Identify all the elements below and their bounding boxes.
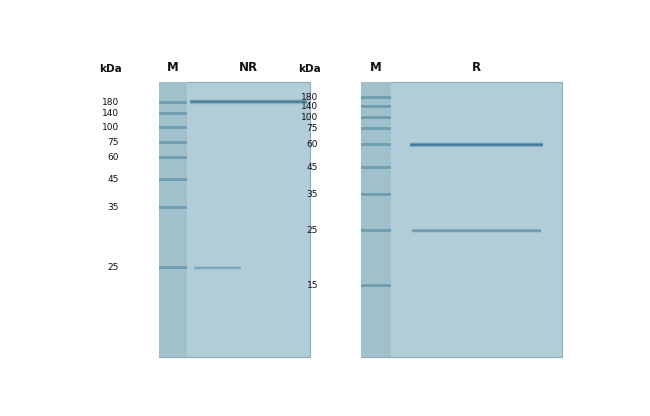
Bar <box>159 156 187 159</box>
Bar <box>190 105 307 106</box>
Text: 100: 100 <box>102 123 119 132</box>
Bar <box>190 98 307 99</box>
Text: 45: 45 <box>108 175 119 184</box>
Bar <box>159 82 311 357</box>
Text: 60: 60 <box>307 140 318 149</box>
Text: NR: NR <box>239 61 258 74</box>
Bar <box>159 126 187 129</box>
Bar <box>410 144 543 145</box>
Bar <box>361 82 391 357</box>
Bar <box>361 82 562 357</box>
Bar <box>190 104 307 105</box>
Text: 140: 140 <box>102 109 119 118</box>
Bar <box>190 99 307 100</box>
Text: 75: 75 <box>107 138 119 147</box>
Bar <box>159 266 187 270</box>
Bar <box>159 206 187 209</box>
Bar <box>159 101 187 104</box>
Text: 45: 45 <box>307 163 318 172</box>
Bar <box>361 166 391 169</box>
Bar <box>410 145 543 146</box>
Bar <box>361 105 391 108</box>
Text: 15: 15 <box>307 281 318 290</box>
Text: kDa: kDa <box>298 64 320 74</box>
Bar <box>410 142 543 143</box>
Bar <box>159 82 187 357</box>
Text: 180: 180 <box>102 98 119 107</box>
Bar <box>190 102 307 103</box>
Bar <box>410 146 543 147</box>
Text: 60: 60 <box>107 153 119 162</box>
Text: kDa: kDa <box>99 64 122 74</box>
Bar <box>361 96 391 99</box>
Bar <box>190 101 307 102</box>
Text: 35: 35 <box>307 190 318 199</box>
Bar <box>361 127 391 130</box>
Bar <box>159 141 187 144</box>
Text: 25: 25 <box>108 263 119 272</box>
Text: M: M <box>370 61 382 74</box>
Text: 25: 25 <box>307 226 318 235</box>
Text: 75: 75 <box>307 124 318 133</box>
Bar <box>361 193 391 196</box>
Text: M: M <box>167 61 179 74</box>
Bar <box>361 143 391 146</box>
Bar <box>410 143 543 144</box>
Bar <box>410 141 543 142</box>
Bar <box>410 147 543 148</box>
Bar <box>361 229 391 232</box>
Bar <box>361 116 391 119</box>
Bar <box>410 148 543 149</box>
Bar <box>190 97 307 98</box>
Bar <box>159 112 187 115</box>
Bar <box>190 103 307 104</box>
Text: 100: 100 <box>301 113 318 122</box>
Text: R: R <box>472 61 481 74</box>
Bar <box>190 100 307 101</box>
Text: 180: 180 <box>301 93 318 102</box>
Bar <box>159 178 187 181</box>
Text: 140: 140 <box>301 102 318 111</box>
Bar <box>361 284 391 287</box>
Text: 35: 35 <box>107 203 119 212</box>
